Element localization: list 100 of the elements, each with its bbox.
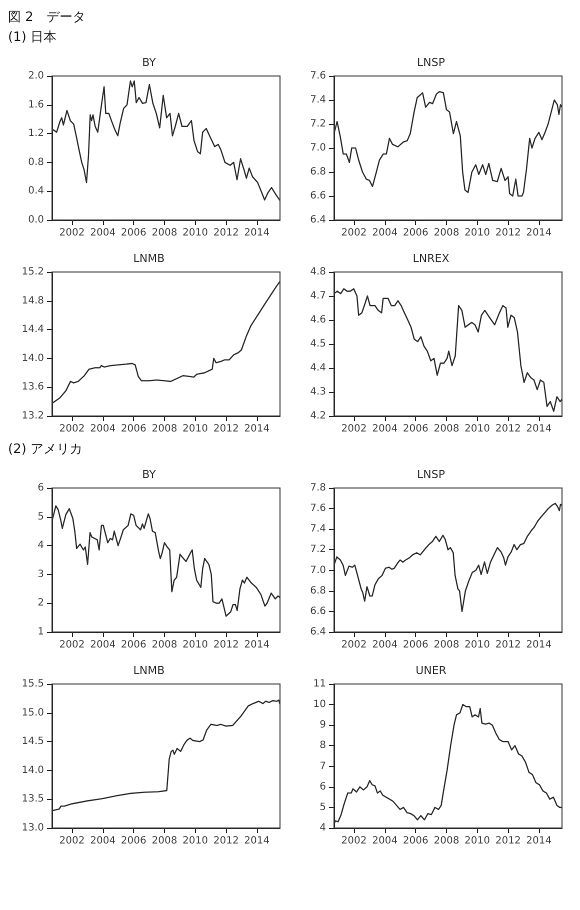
y-tick-label: 2.0 xyxy=(28,70,44,82)
y-tick-label: 6.6 xyxy=(310,190,326,202)
chart-title: LNREX xyxy=(412,252,450,265)
x-tick-label: 2004 xyxy=(90,836,116,846)
y-tick-label: 4.3 xyxy=(310,386,326,398)
x-tick-label: 2012 xyxy=(213,424,239,434)
y-tick-label: 7.4 xyxy=(310,94,326,106)
y-tick-label: 14.4 xyxy=(22,324,44,336)
y-tick-label: 7.8 xyxy=(310,482,326,494)
y-tick-label: 6.4 xyxy=(310,626,326,638)
chart-title: LNMB xyxy=(133,252,165,265)
chart-title: LNSP xyxy=(417,468,446,481)
x-tick-label: 2012 xyxy=(495,424,521,434)
y-tick-label: 1.2 xyxy=(28,128,44,140)
x-tick-label: 2006 xyxy=(120,228,146,238)
x-tick-label: 2014 xyxy=(526,424,552,434)
x-tick-label: 2010 xyxy=(464,228,490,238)
y-tick-label: 6.8 xyxy=(310,585,326,596)
y-tick-label: 6 xyxy=(320,781,326,792)
chart-title: LNSP xyxy=(417,56,446,69)
y-tick-label: 4.6 xyxy=(310,314,326,326)
y-tick-label: 0.4 xyxy=(28,186,44,197)
y-tick-label: 7.0 xyxy=(310,564,326,576)
x-tick-label: 2006 xyxy=(120,836,146,846)
y-tick-label: 4.8 xyxy=(310,266,326,278)
y-tick-label: 13.6 xyxy=(22,382,44,393)
y-tick-label: 13.0 xyxy=(22,822,44,834)
x-tick-label: 2002 xyxy=(59,836,85,846)
y-tick-label: 8 xyxy=(320,740,326,752)
x-tick-label: 2012 xyxy=(495,836,521,846)
text: (1) 日本 xyxy=(8,29,58,47)
y-tick-label: 6 xyxy=(38,482,44,494)
x-tick-label: 2010 xyxy=(182,228,208,238)
x-tick-label: 2002 xyxy=(341,228,367,238)
x-tick-label: 2014 xyxy=(526,640,552,650)
text: (2) アメリカ xyxy=(8,441,84,459)
y-tick-label: 4.4 xyxy=(310,362,326,374)
x-tick-label: 2012 xyxy=(213,836,239,846)
y-tick-label: 4.2 xyxy=(310,410,326,422)
x-tick-label: 2014 xyxy=(526,836,552,846)
x-tick-label: 2014 xyxy=(526,228,552,238)
x-tick-label: 2004 xyxy=(372,424,398,434)
caption: 図 2 データ xyxy=(8,9,86,27)
y-tick-label: 13.5 xyxy=(22,794,44,805)
y-tick-label: 13.2 xyxy=(22,410,44,422)
x-tick-label: 2004 xyxy=(90,424,116,434)
x-tick-label: 2010 xyxy=(464,640,490,650)
y-tick-label: 9 xyxy=(320,720,326,731)
y-tick-label: 4 xyxy=(320,822,326,834)
y-tick-label: 14.5 xyxy=(22,736,44,748)
x-tick-label: 2010 xyxy=(464,836,490,846)
y-tick-label: 7.2 xyxy=(310,118,326,130)
x-tick-label: 2008 xyxy=(434,424,460,434)
x-tick-label: 2012 xyxy=(213,228,239,238)
y-tick-label: 14.0 xyxy=(22,764,44,776)
x-tick-label: 2006 xyxy=(402,228,428,238)
y-tick-label: 7.0 xyxy=(310,142,326,154)
x-tick-label: 2014 xyxy=(244,836,270,846)
x-tick-label: 2004 xyxy=(372,836,398,846)
y-tick-label: 1.6 xyxy=(28,99,44,110)
x-tick-label: 2008 xyxy=(434,640,460,650)
x-tick-label: 2010 xyxy=(182,836,208,846)
x-tick-label: 2004 xyxy=(90,640,116,650)
x-tick-label: 2008 xyxy=(152,424,178,434)
x-tick-label: 2004 xyxy=(372,228,398,238)
x-tick-label: 2008 xyxy=(152,640,178,650)
x-tick-label: 2002 xyxy=(341,424,367,434)
y-tick-label: 7.6 xyxy=(310,503,326,514)
y-tick-label: 5 xyxy=(38,511,44,522)
y-tick-label: 7.6 xyxy=(310,70,326,82)
y-tick-label: 6.4 xyxy=(310,214,326,226)
y-tick-label: 10 xyxy=(313,699,326,710)
y-tick-label: 7.4 xyxy=(310,524,326,535)
y-tick-label: 0.8 xyxy=(28,156,44,168)
x-tick-label: 2002 xyxy=(59,640,85,650)
y-tick-label: 0.0 xyxy=(28,214,44,226)
y-tick-label: 2 xyxy=(38,598,44,609)
x-tick-label: 2012 xyxy=(495,640,521,650)
x-tick-label: 2010 xyxy=(464,424,490,434)
x-tick-label: 2008 xyxy=(434,228,460,238)
x-tick-label: 2006 xyxy=(120,424,146,434)
y-tick-label: 1 xyxy=(38,626,44,638)
y-tick-label: 6.6 xyxy=(310,606,326,617)
y-tick-label: 14.0 xyxy=(22,352,44,364)
x-tick-label: 2012 xyxy=(495,228,521,238)
y-tick-label: 15.2 xyxy=(22,266,44,278)
x-tick-label: 2002 xyxy=(341,836,367,846)
y-tick-label: 3 xyxy=(38,568,44,580)
chart-title: UNER xyxy=(416,664,447,677)
y-tick-label: 4 xyxy=(38,540,44,552)
x-tick-label: 2006 xyxy=(120,640,146,650)
y-tick-label: 7.2 xyxy=(310,544,326,556)
x-tick-label: 2006 xyxy=(402,640,428,650)
x-tick-label: 2004 xyxy=(372,640,398,650)
x-tick-label: 2002 xyxy=(341,640,367,650)
y-tick-label: 4.5 xyxy=(310,338,326,350)
x-tick-label: 2014 xyxy=(244,228,270,238)
x-tick-label: 2012 xyxy=(213,640,239,650)
x-tick-label: 2014 xyxy=(244,424,270,434)
x-tick-label: 2002 xyxy=(59,228,85,238)
